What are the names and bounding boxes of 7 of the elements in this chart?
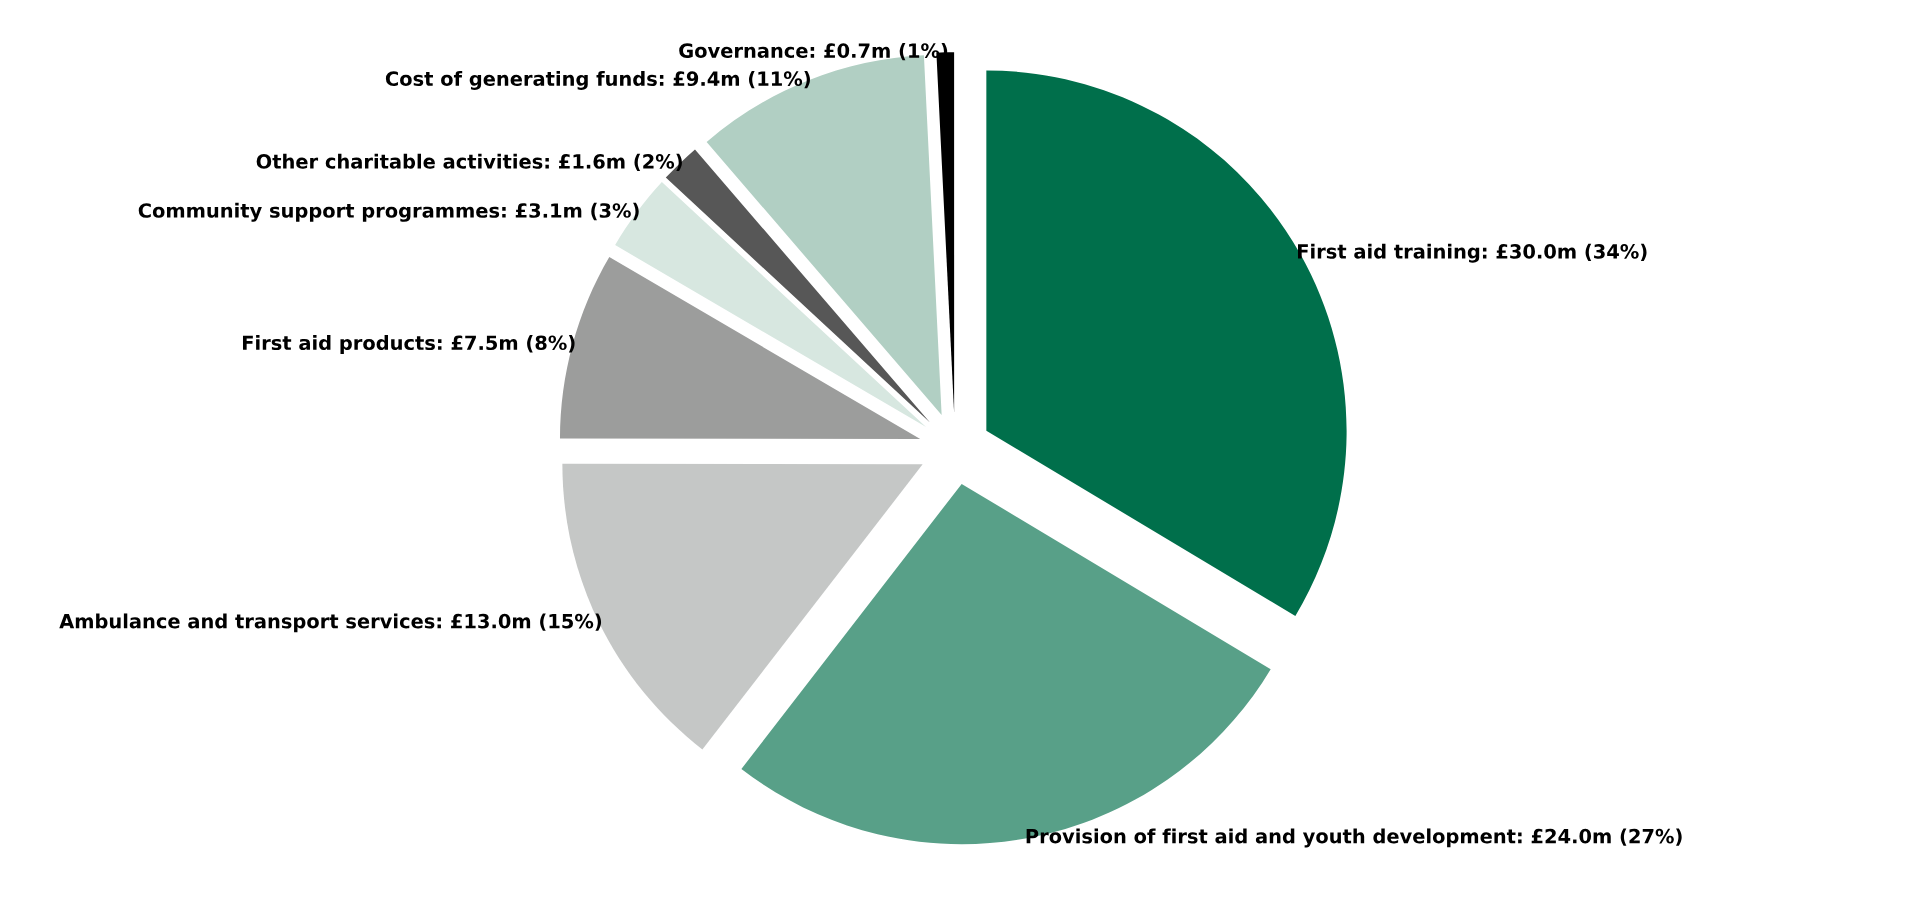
slice-label: Provision of first aid and youth development: £24.0m (27%) bbox=[1026, 828, 1682, 848]
slice-label: Cost of generating funds: £9.4m (11%) bbox=[385, 70, 810, 90]
slice-label: Ambulance and transport services: £13.0m (15%) bbox=[59, 613, 602, 633]
slice-label: First aid products: £7.5m (8%) bbox=[242, 335, 575, 354]
slice-label: Community support programmes: £3.1m (3%) bbox=[138, 202, 639, 222]
slice-label: Other charitable activities: £1.6m (2%) bbox=[256, 153, 682, 172]
slice-label: First aid training: £30.0m (34%) bbox=[1298, 243, 1647, 263]
